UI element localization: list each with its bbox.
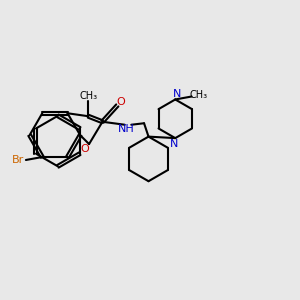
Text: CH₃: CH₃ <box>189 90 207 100</box>
Text: N: N <box>169 139 178 149</box>
Text: O: O <box>116 97 125 107</box>
Text: N: N <box>172 88 181 98</box>
Text: O: O <box>80 143 89 154</box>
Text: NH: NH <box>118 124 135 134</box>
Text: Br: Br <box>11 155 24 165</box>
Text: CH₃: CH₃ <box>79 91 98 101</box>
